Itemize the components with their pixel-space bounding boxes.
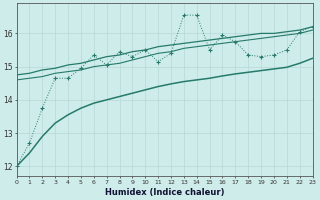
X-axis label: Humidex (Indice chaleur): Humidex (Indice chaleur) xyxy=(105,188,224,197)
